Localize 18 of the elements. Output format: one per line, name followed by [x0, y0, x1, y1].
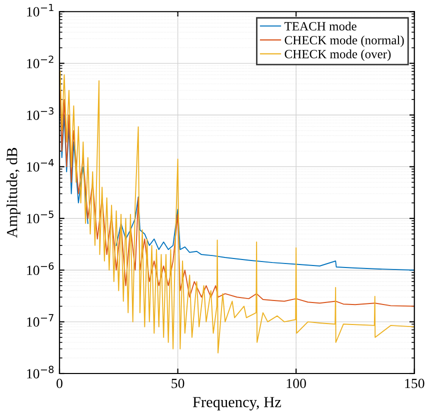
legend-label: CHECK mode (normal) — [284, 36, 404, 47]
x-tick-label: 150 — [405, 378, 424, 388]
y-tick-label: 10$^{−1}$ — [27, 4, 54, 16]
y-tick-label: 10$^{−5}$ — [27, 210, 54, 224]
y-tick-label: 10$^{−7}$ — [27, 314, 54, 327]
x-tick-label: 0 — [56, 378, 62, 388]
x-tick-label: 100 — [286, 378, 306, 388]
y-axis-title: Amplitude, dB — [6, 148, 20, 238]
x-tick-label: 50 — [172, 378, 184, 388]
legend-label: TEACH mode — [284, 22, 356, 30]
y-tick-label: 10$^{−8}$ — [27, 366, 54, 378]
legend-label: CHECK mode (over) — [284, 50, 391, 61]
y-tick-label: 10$^{−4}$ — [27, 159, 54, 172]
x-axis-title: Frequency, Hz — [192, 397, 281, 410]
line-series — [60, 70, 414, 354]
y-tick-label: 10$^{−3}$ — [27, 107, 54, 120]
y-tick-label: 10$^{−6}$ — [27, 262, 54, 276]
y-tick-label: 10$^{−2}$ — [27, 56, 54, 68]
